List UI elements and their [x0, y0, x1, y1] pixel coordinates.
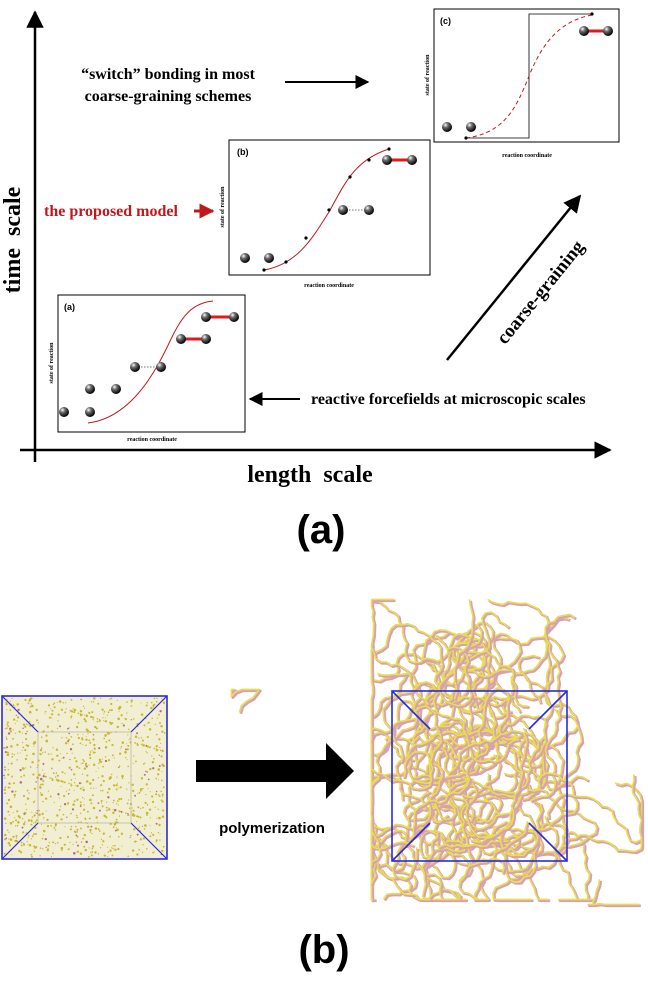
atom [382, 155, 392, 165]
y-axis-label: time scale [0, 186, 26, 293]
inset-c: (c) state of reaction reaction coordinat… [425, 8, 620, 159]
switch-bonding-text-line2: coarse-graining schemes [85, 88, 252, 105]
polymer-network [230, 598, 645, 908]
inset-b-frame [228, 139, 431, 276]
panel-a: time scale length scale “switch” bonding… [0, 8, 620, 552]
inset-b: (b) state of reaction reaction coordinat… [220, 139, 431, 289]
reactive-forcefields-text: reactive forcefields at microscopic scal… [311, 391, 586, 408]
atom [130, 362, 140, 372]
inset-c-xlabel: reaction coordinate [502, 153, 552, 159]
inset-b-xlabel: reaction coordinate [304, 283, 354, 289]
inset-a-ylabel: state of reaction [49, 342, 55, 384]
inset-c-point-start [464, 136, 468, 140]
atom [240, 253, 250, 263]
monomer-box-edges [1, 695, 168, 860]
inset-a: (a) state of reaction reaction coordinat… [49, 294, 246, 443]
atom [579, 26, 589, 36]
atom [85, 407, 95, 417]
caption-b: (b) [298, 928, 349, 972]
atom [229, 312, 239, 322]
atom [264, 253, 274, 263]
coarse-graining-arrow [446, 194, 582, 361]
atom [603, 26, 613, 36]
panel-b: polymerization (b) [1, 598, 645, 972]
monomer-particles [3, 697, 166, 858]
inset-c-ylabel: state of reaction [425, 54, 431, 96]
atom [338, 205, 348, 215]
polymerization-arrow [196, 743, 354, 799]
inset-c-tag: (c) [440, 16, 451, 26]
atom [466, 122, 476, 132]
atom [201, 334, 211, 344]
atom [111, 384, 121, 394]
inset-b-tag: (b) [237, 147, 249, 157]
atom [176, 334, 186, 344]
atom [364, 205, 374, 215]
atom [407, 155, 417, 165]
polymer-box-edges [391, 690, 568, 862]
atom [156, 362, 166, 372]
atom [201, 312, 211, 322]
inset-c-curve [465, 14, 593, 139]
inset-c-point-end [590, 12, 594, 16]
inset-a-curve [87, 300, 214, 424]
inset-a-tag: (a) [64, 302, 75, 312]
polymerization-label: polymerization [219, 820, 325, 837]
inset-a-xlabel: reaction coordinate [127, 437, 177, 443]
x-axis-label: length scale [247, 462, 373, 488]
monomer-box [1, 695, 168, 860]
inset-c-frame [433, 8, 620, 143]
inset-b-curve [263, 148, 390, 271]
atom [85, 384, 95, 394]
atom [442, 122, 452, 132]
coarse-graining-label: coarse-graining [493, 236, 589, 348]
proposed-model-label: the proposed model [44, 203, 178, 220]
inset-b-ylabel: state of reaction [220, 186, 226, 228]
polymer-chains [230, 598, 645, 908]
inset-b-points [262, 147, 391, 272]
caption-a: (a) [297, 508, 346, 552]
atom [59, 407, 69, 417]
switch-bonding-text-line1: “switch” bonding in most [81, 66, 255, 83]
